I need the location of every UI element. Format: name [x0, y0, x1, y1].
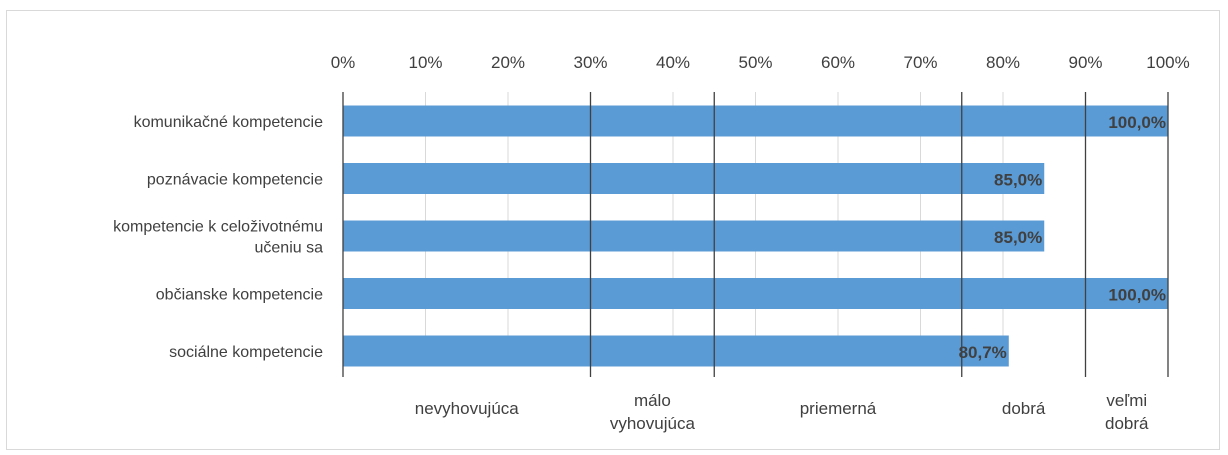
bar-0: [343, 105, 1168, 137]
data-label: 80,7%: [959, 343, 1007, 362]
band-label-line: dobrá: [1002, 399, 1046, 418]
x-tick-label: 50%: [738, 53, 772, 72]
band-label-line: vyhovujúca: [610, 414, 696, 433]
category-label-line: kompetencie k celoživotnému: [113, 219, 323, 236]
band-label: dobrá: [1002, 399, 1046, 418]
band-label: málo vyhovujúca: [610, 391, 696, 433]
category-label-line: učeniu sa: [255, 240, 324, 257]
band-label-line: veľmi: [1106, 391, 1147, 410]
band-dividers: [342, 92, 1169, 377]
x-tick-label: 20%: [491, 53, 525, 72]
bar-3: [343, 278, 1168, 309]
x-tick-label: 40%: [656, 53, 690, 72]
x-tick-label: 80%: [986, 53, 1020, 72]
x-tick-label: 90%: [1068, 53, 1102, 72]
x-tick-label: 30%: [573, 53, 607, 72]
bars: [343, 105, 1168, 367]
band-label: priemerná: [800, 399, 877, 418]
category-label: kompetencie k celoživotnému učeniu sa: [113, 219, 323, 257]
labels: 0% 10% 20% 30% 40% 50% 60% 70% 80% 90% 100% komunik…: [113, 53, 1190, 433]
x-tick-label: 10%: [408, 53, 442, 72]
bar-2: [343, 220, 1045, 252]
band-label-line: dobrá: [1105, 414, 1149, 433]
category-label-line: sociálne kompetencie: [169, 344, 323, 361]
data-label: 85,0%: [994, 171, 1042, 190]
x-tick-label: 0%: [331, 53, 356, 72]
x-tick-label: 60%: [821, 53, 855, 72]
band-label-line: nevyhovujúca: [415, 399, 520, 418]
bar-4: [343, 335, 1009, 367]
x-tick-label: 100%: [1146, 53, 1189, 72]
x-tick-label: 70%: [903, 53, 937, 72]
category-label: občianske kompetencie: [156, 287, 323, 304]
band-label: nevyhovujúca: [415, 399, 520, 418]
category-label-line: občianske kompetencie: [156, 287, 323, 304]
data-label: 85,0%: [994, 228, 1042, 247]
bar-1: [343, 163, 1045, 194]
band-label-line: priemerná: [800, 399, 877, 418]
category-label: komunikačné kompetencie: [134, 114, 324, 131]
band-label: veľmi dobrá: [1105, 391, 1149, 433]
band-label-line: málo: [634, 391, 671, 410]
category-label-line: komunikačné kompetencie: [134, 114, 324, 131]
category-label-line: poznávacie kompetencie: [147, 172, 323, 189]
category-label: sociálne kompetencie: [169, 344, 323, 361]
category-label: poznávacie kompetencie: [147, 172, 323, 189]
data-label: 100,0%: [1108, 113, 1166, 132]
data-label: 100,0%: [1108, 286, 1166, 305]
